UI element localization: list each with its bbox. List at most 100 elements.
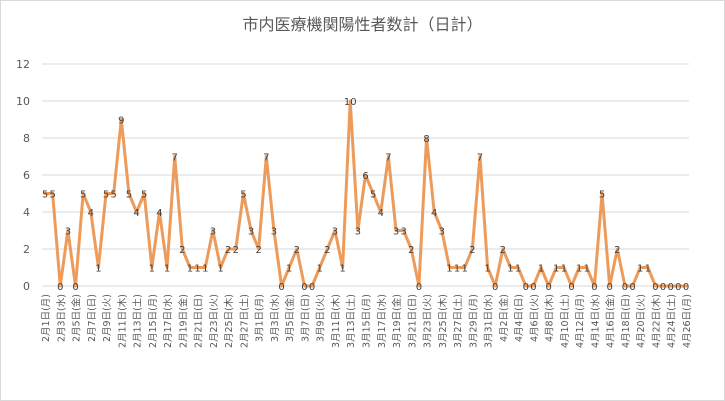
data-point — [684, 284, 688, 288]
data-point — [371, 192, 375, 195]
data-label: 5 — [370, 190, 376, 201]
data-point — [570, 284, 573, 288]
x-tick-label: 3月25日(木) — [437, 294, 449, 348]
x-tick-label: 3月13日(土) — [345, 294, 357, 348]
x-tick-label: 4月14日(水) — [589, 294, 601, 348]
data-point — [432, 210, 436, 214]
data-point — [333, 229, 337, 232]
data-point — [356, 229, 360, 232]
data-label: 1 — [553, 264, 559, 275]
data-label: 1 — [538, 264, 544, 275]
data-label: 1 — [217, 264, 223, 275]
data-label: 4 — [133, 208, 139, 219]
data-point — [486, 266, 489, 269]
data-label: 1 — [584, 264, 590, 275]
data-label: 3 — [400, 227, 406, 238]
data-point — [639, 266, 642, 269]
data-point — [150, 266, 154, 269]
data-point — [669, 284, 672, 288]
data-point — [623, 284, 627, 288]
data-point — [516, 266, 520, 269]
data-point — [349, 99, 352, 103]
x-tick-label: 4月4日(日) — [514, 294, 525, 342]
data-point — [265, 155, 268, 158]
y-tick-label: 0 — [23, 280, 30, 293]
data-point — [593, 284, 596, 288]
data-label: 2 — [324, 245, 330, 256]
data-label: 5 — [103, 190, 109, 201]
data-label: 3 — [393, 227, 399, 238]
x-tick-label: 2月21日(日) — [194, 294, 205, 348]
x-tick-label: 2月25日(木) — [223, 294, 235, 348]
data-label: 0 — [568, 282, 574, 293]
x-tick-label: 2月19日(金) — [177, 294, 189, 348]
data-point — [532, 284, 535, 288]
data-point — [97, 266, 100, 269]
data-point — [173, 155, 176, 158]
x-tick-label: 3月3日(水) — [269, 294, 281, 342]
data-label: 4 — [378, 208, 384, 219]
data-label: 0 — [652, 282, 658, 293]
x-tick-label: 3月27日(土) — [452, 294, 464, 348]
x-tick-label: 4月16日(金) — [605, 294, 617, 348]
data-point — [494, 284, 497, 288]
data-label: 5 — [49, 190, 55, 201]
data-label: 5 — [141, 190, 147, 201]
data-point — [600, 192, 604, 195]
data-label: 1 — [515, 264, 521, 275]
data-label: 1 — [576, 264, 582, 275]
x-tick-label: 4月24日(土) — [666, 294, 678, 348]
data-point — [165, 266, 169, 269]
data-label: 0 — [660, 282, 666, 293]
data-label: 3 — [271, 227, 277, 238]
data-point — [318, 266, 321, 269]
data-label: 3 — [65, 227, 71, 238]
data-label: 3 — [210, 227, 216, 238]
data-label: 2 — [408, 245, 414, 256]
data-label: 1 — [286, 264, 292, 275]
data-label: 0 — [683, 282, 689, 293]
data-point — [51, 192, 54, 195]
data-point — [280, 284, 283, 288]
data-point — [379, 210, 382, 214]
data-label: 0 — [278, 282, 284, 293]
data-point — [661, 284, 665, 288]
data-point — [501, 247, 505, 251]
data-label: 0 — [545, 282, 551, 293]
data-point — [455, 266, 459, 269]
data-label: 1 — [462, 264, 468, 275]
x-tick-label: 3月31日(水) — [483, 294, 495, 348]
x-tick-label: 2月23日(火) — [209, 294, 220, 348]
data-point — [249, 229, 253, 232]
data-label: 0 — [629, 282, 635, 293]
data-point — [287, 266, 291, 269]
data-label: 3 — [355, 227, 361, 238]
data-point — [616, 247, 619, 251]
data-label: 3 — [439, 227, 445, 238]
x-tick-label: 3月1日(月) — [255, 294, 266, 342]
x-tick-label: 4月18日(日) — [621, 294, 632, 348]
data-point — [562, 266, 566, 269]
data-label: 5 — [80, 190, 86, 201]
data-label: 0 — [416, 282, 422, 293]
data-point — [242, 192, 245, 195]
data-point — [89, 210, 92, 214]
data-point — [631, 284, 634, 288]
data-point — [341, 266, 344, 269]
data-point — [120, 118, 123, 121]
x-tick-label: 2月17日(水) — [162, 294, 174, 348]
x-tick-label: 4月6日(火) — [529, 294, 540, 342]
data-label: 0 — [622, 282, 628, 293]
data-point — [196, 266, 199, 269]
data-point — [81, 192, 85, 195]
data-label: 2 — [225, 245, 231, 256]
x-tick-label: 3月21日(日) — [407, 294, 418, 348]
data-label: 2 — [179, 245, 185, 256]
data-label: 3 — [332, 227, 338, 238]
data-label: 7 — [263, 153, 269, 164]
data-label: 2 — [614, 245, 620, 256]
data-label: 1 — [339, 264, 345, 275]
data-label: 5 — [126, 190, 132, 201]
x-tick-label: 3月7日(日) — [300, 294, 311, 342]
x-tick-label: 2月11日(木) — [116, 294, 128, 348]
